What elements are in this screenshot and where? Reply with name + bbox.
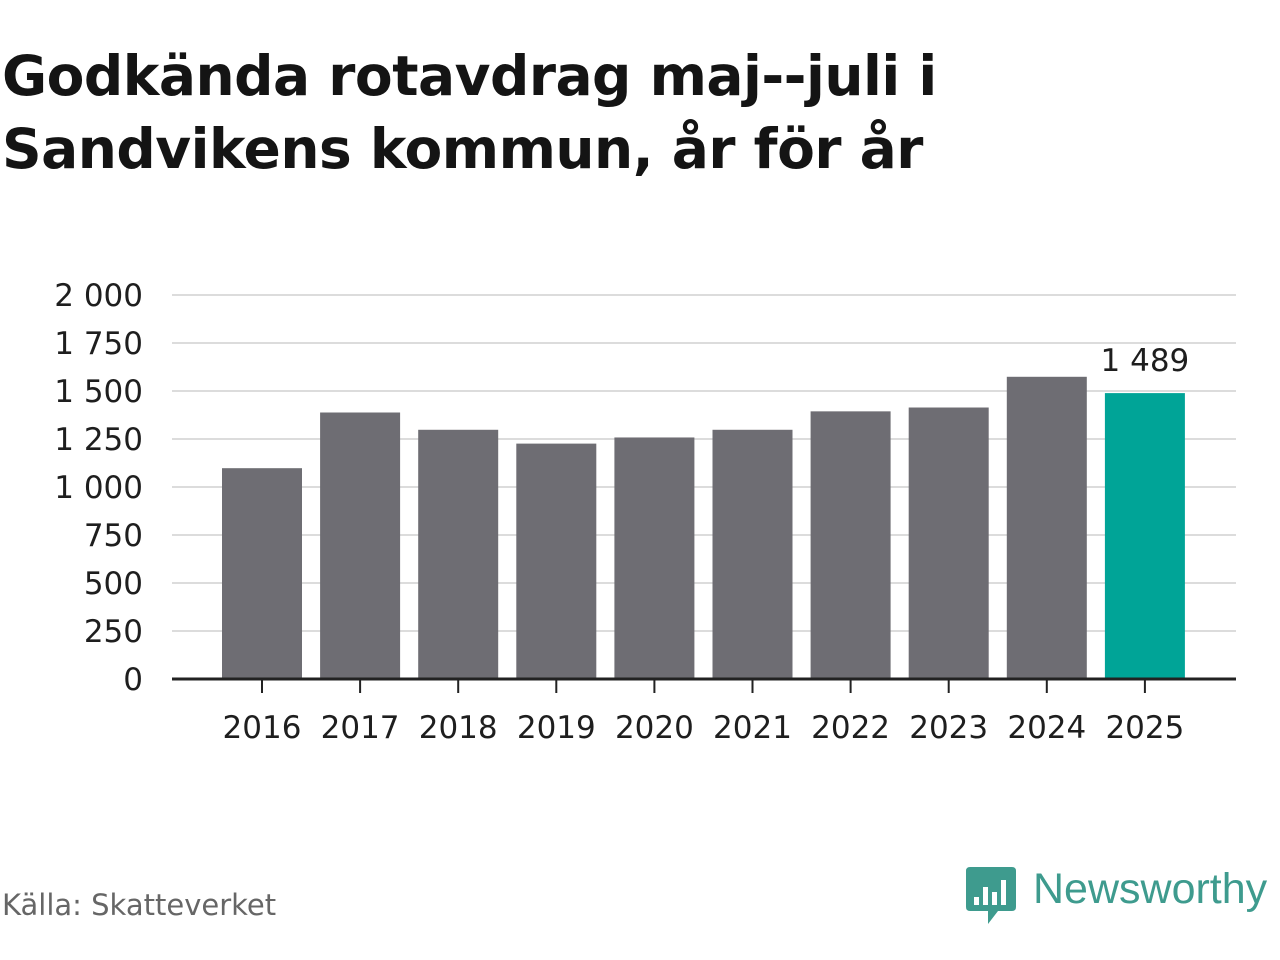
x-tick-label: 2020 <box>615 710 694 746</box>
source-note: Källa: Skatteverket <box>2 888 277 922</box>
bars <box>222 376 1185 679</box>
chart-title: Godkända rotavdrag maj--juli i Sandviken… <box>2 44 937 181</box>
bar-2025 <box>1104 393 1185 679</box>
x-tick-labels: 2016 2017 2018 2019 2020 2021 2022 2023 2024 2025 <box>223 710 1185 746</box>
x-axis <box>172 677 1236 693</box>
y-tick-label: 250 <box>84 614 143 650</box>
newsworthy-logo-icon <box>966 867 1016 924</box>
y-tick-label: 1 000 <box>54 470 143 506</box>
x-tick-label: 2017 <box>321 710 400 746</box>
x-tick-label: 2018 <box>419 710 498 746</box>
data-labels: 1 489 <box>1101 343 1190 379</box>
bar-2022 <box>810 411 891 679</box>
y-tick-label: 1 750 <box>54 326 143 362</box>
x-tick-label: 2021 <box>713 710 792 746</box>
bar-2017 <box>320 412 401 679</box>
bar-2018 <box>418 429 499 679</box>
y-tick-label: 1 250 <box>54 422 143 458</box>
bar-2024 <box>1006 376 1087 679</box>
bar-2019 <box>516 443 597 679</box>
x-tick-label: 2019 <box>517 710 596 746</box>
y-tick-label: 0 <box>123 662 143 698</box>
x-tick-label: 2022 <box>811 710 890 746</box>
y-tick-label: 2 000 <box>54 278 143 314</box>
brand-name: Newsworthy <box>1033 865 1268 913</box>
bar-2021 <box>712 429 793 679</box>
bar-2023 <box>908 407 989 679</box>
y-tick-label: 500 <box>84 566 143 602</box>
data-label: 1 489 <box>1101 343 1190 379</box>
bar-2020 <box>614 437 695 679</box>
x-tick-label: 2024 <box>1007 710 1086 746</box>
x-tick-label: 2023 <box>909 710 988 746</box>
x-tick-label: 2016 <box>223 710 302 746</box>
x-tick-label: 2025 <box>1105 710 1184 746</box>
y-tick-label: 1 500 <box>54 374 143 410</box>
bar-2016 <box>222 468 302 679</box>
y-tick-label: 750 <box>84 518 143 554</box>
y-tick-labels: 0 250 500 750 1 000 1 250 1 500 1 750 2 000 <box>54 278 143 698</box>
